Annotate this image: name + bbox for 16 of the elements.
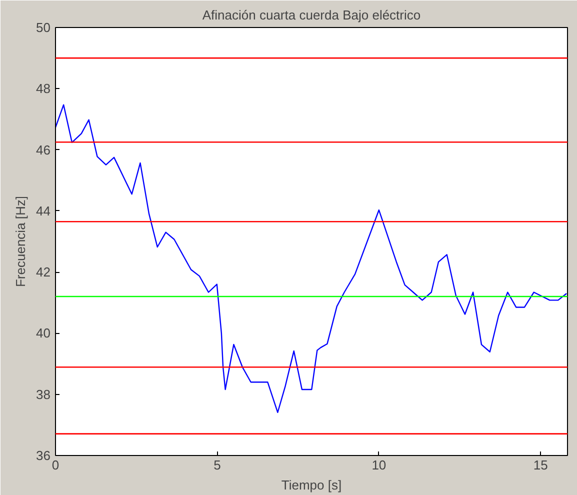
x-tick-label: 15	[533, 458, 548, 472]
y-tick-label: 36	[36, 448, 51, 463]
x-tick-label: 5	[214, 458, 221, 472]
y-tick-label: 42	[36, 264, 51, 280]
y-tick-label: 46	[36, 142, 51, 158]
chart-title: Afinación cuarta cuerda Bajo eléctrico	[202, 8, 421, 22]
y-tick-label: 44	[36, 203, 51, 218]
line-series	[56, 104, 568, 413]
y-tick-label: 40	[36, 326, 51, 341]
x-tick-label: 10	[372, 458, 386, 472]
y-tick-label: 48	[36, 81, 51, 96]
x-axis-title: Tiempo [s]	[281, 478, 342, 492]
x-tick-label: 0	[52, 458, 60, 472]
y-tick-label: 50	[36, 20, 51, 35]
y-tick-label: 38	[36, 386, 51, 402]
y-axis-title: Frecuencia [Hz]	[13, 196, 28, 288]
